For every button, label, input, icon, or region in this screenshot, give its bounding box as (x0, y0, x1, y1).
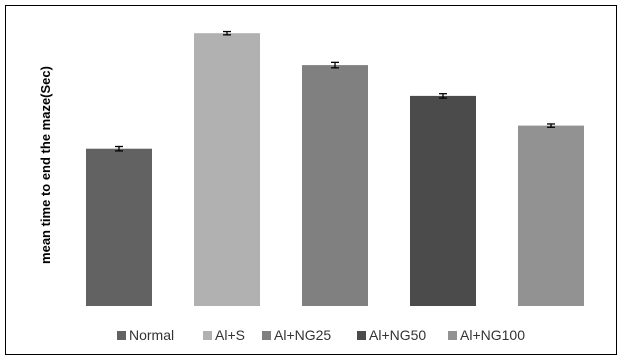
bar-al-ng25 (302, 65, 368, 306)
legend-label: Normal (129, 327, 174, 343)
legend-label: Al+S (215, 327, 245, 343)
y-axis-label: mean time to end the maze(Sec) (38, 66, 53, 264)
legend-swatch (117, 331, 126, 340)
legend-label: Al+NG25 (274, 327, 331, 343)
error-bar-al-ng25 (331, 61, 339, 69)
error-bars-layer (115, 30, 555, 152)
bars-layer (86, 33, 584, 307)
bar-al-s (194, 33, 260, 306)
error-bar-al-ng100 (547, 123, 555, 128)
legend-item-normal: Normal (117, 327, 174, 343)
legend-item-al-ng50: Al+NG50 (357, 327, 426, 343)
legend-item-al-ng25: Al+NG25 (262, 327, 331, 343)
bar-normal (86, 148, 152, 306)
legend: Normal Al+S Al+NG25 Al+NG50 Al+NG100 (117, 327, 525, 343)
legend-label: Al+NG100 (460, 327, 525, 343)
error-bar-normal (115, 145, 123, 152)
legend-swatch (262, 331, 271, 340)
error-bar-al-s (223, 30, 231, 36)
error-bar-al-ng50 (439, 93, 447, 99)
legend-item-al-s: Al+S (203, 327, 245, 343)
bar-al-ng50 (410, 95, 476, 307)
legend-swatch (203, 331, 212, 340)
bar-al-ng100 (518, 125, 584, 306)
legend-swatch (448, 331, 457, 340)
legend-item-al-ng100: Al+NG100 (448, 327, 525, 343)
legend-swatch (357, 331, 366, 340)
legend-label: Al+NG50 (369, 327, 426, 343)
